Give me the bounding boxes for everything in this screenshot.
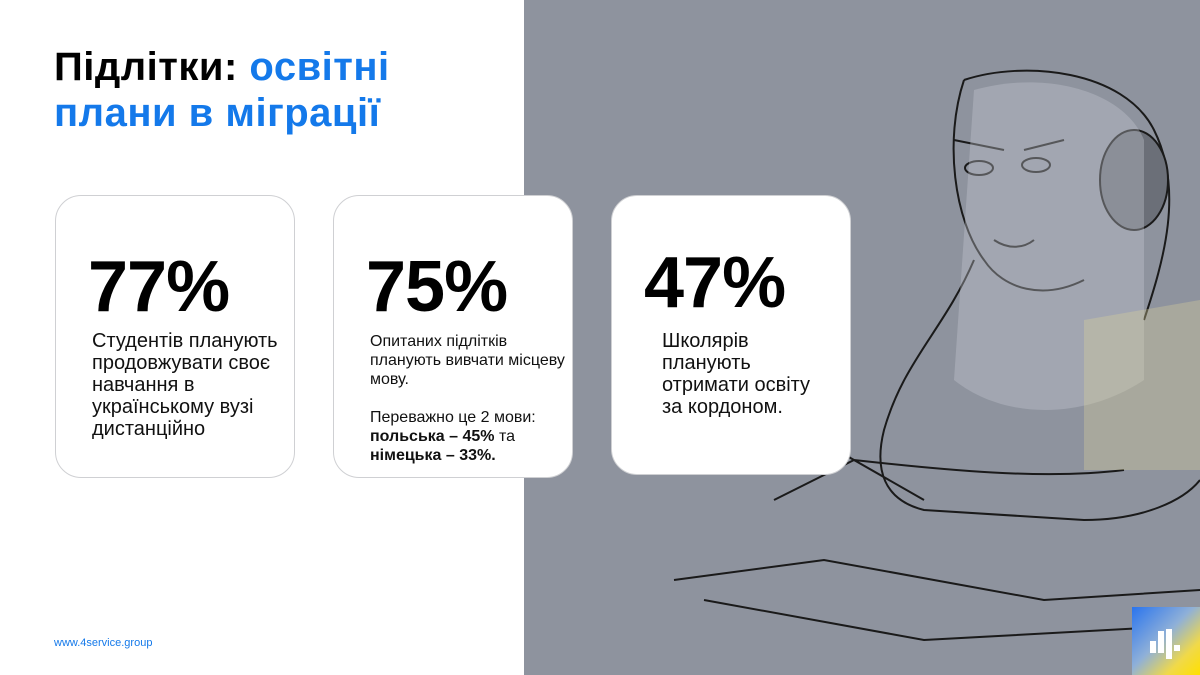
stat-description: Опитаних підлітків планують вивчати місц… [370,332,575,465]
polish-share: польська – 45% [370,428,495,445]
languages-intro: Переважно це 2 мови: [370,409,536,426]
title-part-black: Підлітки: [54,45,250,89]
stat-card-students: 77% Студентів планують продовжувати своє… [55,195,295,478]
stat-description: Студентів планують продовжувати своє нав… [92,330,278,440]
title-line-2: плани в міграції [54,91,381,135]
conjunction: та [494,428,515,445]
german-share: німецька – 33%. [370,447,496,464]
stat-card-schoolchildren: 47% Школярів планують отримати освіту за… [611,195,851,475]
stat-value: 77% [88,247,230,327]
bar-chart-logo-icon [1132,607,1200,675]
website-link[interactable]: www.4service.group [54,637,153,649]
page-title: Підлітки: освітні плани в міграції [54,44,390,136]
stat-description-line: Опитаних підлітків планують вивчати місц… [370,333,565,388]
title-part-blue: освітні [249,45,390,89]
stat-value: 47% [644,243,786,323]
stat-card-languages: 75% Опитаних підлітків планують вивчати … [333,195,573,478]
stat-value: 75% [366,247,508,327]
stat-description: Школярів планують отримати освіту за кор… [662,330,811,418]
girl-with-headphones-drawing-icon [673,69,1200,642]
